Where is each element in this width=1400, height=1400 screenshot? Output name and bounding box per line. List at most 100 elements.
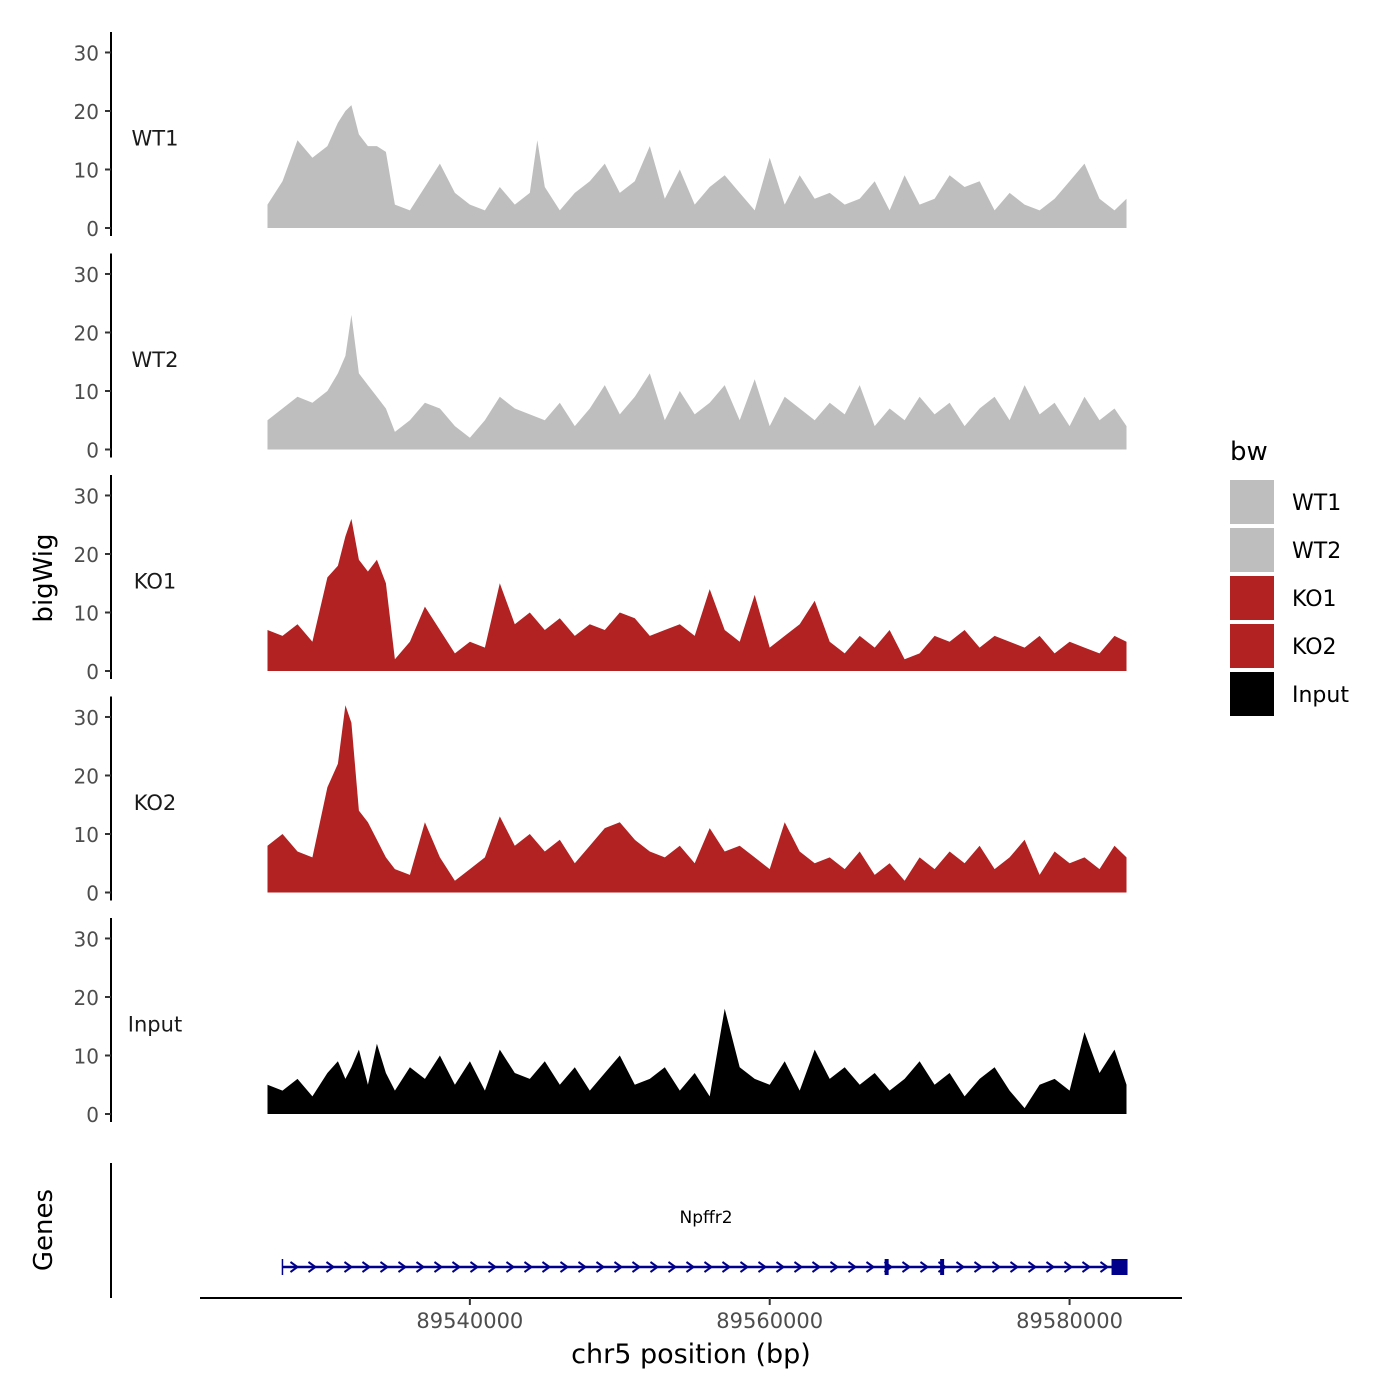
strand-arrow [487,1261,498,1273]
strand-arrow [685,1261,696,1273]
x-tick-label: 89540000 [416,1309,523,1333]
track-panel-wt2: 0 10 20 30 WT2 [74,253,1127,463]
strand-arrow [325,1261,336,1273]
exon-block [940,1259,945,1275]
y-tick-label: 0 [86,1103,99,1127]
x-axis-title: chr5 position (bp) [571,1339,811,1370]
track-label: KO1 [134,569,177,593]
strand-arrow [811,1261,822,1273]
y-tick-label: 20 [74,764,99,788]
legend-label-input: Input [1292,683,1349,708]
strand-arrow [649,1261,660,1273]
y-tick-label: 10 [74,380,99,404]
strand-arrow [757,1261,768,1273]
y-tick-label: 20 [74,321,99,345]
y-tick-label: 30 [74,263,99,287]
y-tick-label: 30 [74,927,99,951]
strand-arrow [793,1261,804,1273]
strand-arrow [631,1261,642,1273]
track-label: KO2 [134,791,177,815]
y-tick-label: 20 [74,543,99,567]
strand-arrow [505,1261,516,1273]
y-tick-label: 0 [86,882,99,906]
legend-swatch-wt2 [1230,528,1274,572]
strand-arrow [613,1261,624,1273]
strand-arrow [973,1261,984,1273]
strand-arrow [343,1261,354,1273]
strand-arrow [775,1261,786,1273]
strand-arrow [1045,1261,1056,1273]
strand-arrow [577,1261,588,1273]
y-tick-label: 0 [86,217,99,241]
gene-model [281,1259,1128,1275]
strand-arrow [919,1261,930,1273]
track-label: WT2 [132,348,179,372]
strand-arrow [829,1261,840,1273]
y-tick-label: 0 [86,439,99,463]
gene-panel: Genes Npffr2 [29,1163,1128,1298]
y-tick-label: 10 [74,158,99,182]
track-label: WT1 [132,126,179,150]
signal-area-wt2 [267,314,1127,450]
strand-arrow [703,1261,714,1273]
signal-area-ko1 [267,518,1127,671]
strand-arrow [1081,1261,1092,1273]
y-tick-label: 10 [74,1044,99,1068]
strand-arrow [1063,1261,1074,1273]
signal-area-ko2 [267,705,1127,893]
strand-arrow [361,1261,372,1273]
gene-name-label: Npffr2 [679,1208,732,1228]
strand-arrow [469,1261,480,1273]
y-tick-label: 10 [74,601,99,625]
strand-arrow [523,1261,534,1273]
strand-arrow [307,1261,318,1273]
legend-swatch-ko2 [1230,624,1274,668]
strand-arrow [559,1261,570,1273]
y-tick-label: 0 [86,660,99,684]
legend: bw WT1 WT2 KO1 KO2 Input [1230,437,1349,716]
y-tick-label: 30 [74,484,99,508]
strand-arrow [991,1261,1002,1273]
strand-arrow [1009,1261,1020,1273]
strand-arrow [901,1261,912,1273]
track-panel-ko1: 0 10 20 30 KO1 [74,475,1127,684]
strand-arrow [739,1261,750,1273]
track-panel-ko2: 0 10 20 30 KO2 [74,696,1127,906]
legend-label-wt2: WT2 [1292,539,1341,564]
legend-title: bw [1230,437,1268,467]
x-axis: 89540000 89560000 89580000 [200,1297,1182,1333]
legend-label-ko2: KO2 [1292,635,1337,660]
signal-area-input [267,1008,1127,1114]
y-tick-label: 30 [74,41,99,65]
y-tick-label: 20 [74,100,99,124]
strand-arrow [667,1261,678,1273]
y-tick-label: 30 [74,706,99,730]
track-panel-wt1: 0 10 20 30 WT1 [74,32,1127,241]
x-tick-label: 89580000 [1016,1309,1123,1333]
track-panel-input: 0 10 20 30 Input [74,918,1127,1127]
legend-swatch-input [1230,672,1274,716]
strand-arrow [595,1261,606,1273]
strand-arrow [289,1261,300,1273]
strand-arrow [541,1261,552,1273]
track-panels: 0 10 20 30 WT1 0 10 20 30 WT2 0 10 20 30 KO1 0 10 20 30 KO2… [74,32,1127,1127]
strand-arrow [397,1261,408,1273]
strand-arrow [865,1261,876,1273]
strand-arrow [433,1261,444,1273]
gene-panel-label: Genes [29,1189,59,1271]
y-axis-title: bigWig [29,533,59,622]
track-label: Input [128,1012,182,1036]
exon-block [884,1259,889,1275]
strand-arrow [955,1261,966,1273]
signal-area-wt1 [267,105,1127,228]
strand-arrow [721,1261,732,1273]
strand-arrow [415,1261,426,1273]
legend-swatch-wt1 [1230,480,1274,524]
exon-block [1111,1259,1128,1275]
legend-label-wt1: WT1 [1292,491,1341,516]
strand-arrow [847,1261,858,1273]
strand-arrow [379,1261,390,1273]
strand-arrow [1099,1261,1110,1273]
legend-swatch-ko1 [1230,576,1274,620]
